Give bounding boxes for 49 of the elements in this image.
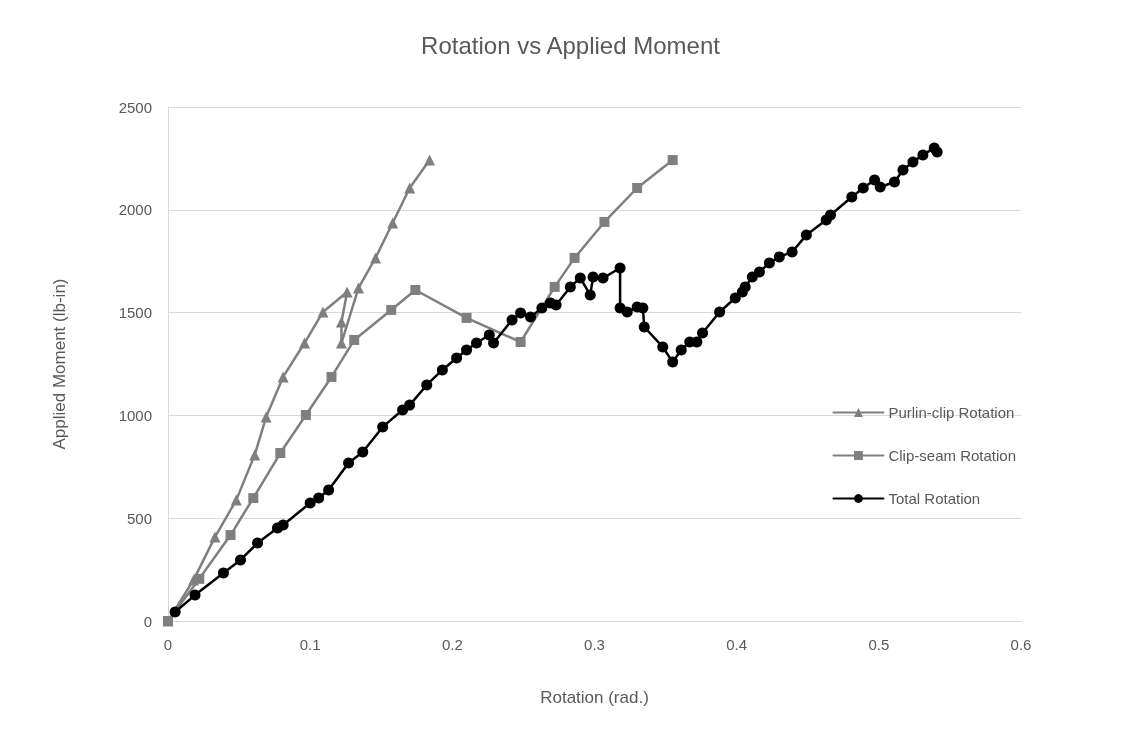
legend-label: Total Rotation (888, 490, 981, 507)
x-axis-title: Rotation (rad.) (540, 688, 649, 707)
x-tick-label: 0.4 (726, 636, 748, 653)
point (317, 306, 329, 318)
y-tick-label: 2500 (118, 98, 152, 116)
point (599, 216, 610, 227)
point (515, 337, 526, 347)
point (260, 411, 272, 423)
x-tick-label: 0.5 (868, 636, 890, 653)
point (230, 494, 242, 506)
point (277, 371, 289, 383)
point (370, 252, 382, 264)
y-tick-label: 500 (126, 509, 152, 527)
point (386, 304, 397, 315)
legend-label: Clip-seam Rotation (888, 447, 1017, 464)
y-tick-label: 2000 (118, 201, 152, 219)
y-tick-label: 0 (143, 612, 152, 630)
point (387, 217, 399, 229)
point (424, 154, 436, 166)
x-tick-label: 0.3 (584, 636, 605, 653)
point (349, 334, 360, 345)
point (326, 371, 337, 382)
point (569, 252, 580, 263)
point (225, 530, 236, 541)
point (249, 449, 261, 461)
y-axis-title: Applied Moment (lb-in) (50, 278, 69, 450)
x-tick-label: 0.2 (441, 636, 463, 653)
point (632, 183, 643, 194)
y-tick-label: 1500 (118, 304, 152, 322)
x-tick-label: 0.6 (1010, 636, 1032, 653)
point (667, 155, 678, 166)
point (410, 284, 421, 295)
point (194, 573, 205, 584)
legend-label: Purlin-clip Rotation (888, 404, 1015, 421)
point (298, 337, 310, 349)
chart-title: Rotation vs Applied Moment (421, 31, 721, 59)
point (300, 409, 311, 420)
y-tick-label: 1000 (118, 406, 152, 424)
point (248, 493, 259, 504)
point (209, 531, 221, 543)
point (341, 286, 353, 298)
point (353, 282, 364, 294)
point (404, 182, 416, 194)
x-tick-label: 0.1 (299, 636, 321, 653)
point (335, 316, 347, 328)
x-tick-label: 0 (163, 636, 173, 653)
point (275, 448, 286, 459)
point (461, 312, 472, 323)
point (549, 281, 560, 292)
